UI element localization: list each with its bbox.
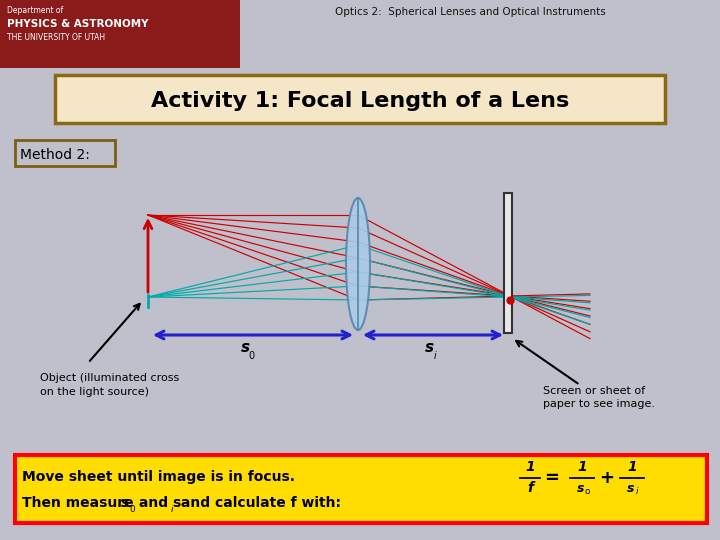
Text: s: s xyxy=(240,340,250,355)
Bar xyxy=(0,0,240,68)
Text: on the light source): on the light source) xyxy=(40,387,149,397)
Bar xyxy=(504,193,512,333)
Text: Move sheet until image is in focus.: Move sheet until image is in focus. xyxy=(22,470,295,484)
Text: i: i xyxy=(171,504,174,514)
Text: Department of: Department of xyxy=(7,6,63,15)
Text: Activity 1: Focal Length of a Lens: Activity 1: Focal Length of a Lens xyxy=(151,91,569,111)
Text: s: s xyxy=(424,340,433,355)
Text: s: s xyxy=(627,482,635,495)
Text: f: f xyxy=(527,481,533,495)
Text: +: + xyxy=(600,469,614,487)
Text: 0: 0 xyxy=(129,504,135,514)
Text: Optics 2:  Spherical Lenses and Optical Instruments: Optics 2: Spherical Lenses and Optical I… xyxy=(335,7,606,17)
Text: THE UNIVERSITY OF UTAH: THE UNIVERSITY OF UTAH xyxy=(7,33,105,42)
Text: =: = xyxy=(544,469,559,487)
Text: Method 2:: Method 2: xyxy=(20,148,90,162)
Text: s: s xyxy=(577,482,585,495)
Text: 1: 1 xyxy=(577,460,587,474)
FancyBboxPatch shape xyxy=(15,455,707,523)
Text: o: o xyxy=(584,488,590,496)
Text: Object (illuminated cross: Object (illuminated cross xyxy=(40,373,179,383)
Text: 1: 1 xyxy=(525,460,535,474)
Text: 0: 0 xyxy=(248,351,254,361)
Text: 1: 1 xyxy=(627,460,636,474)
Text: paper to see image.: paper to see image. xyxy=(543,399,655,409)
Text: and calculate f with:: and calculate f with: xyxy=(176,496,341,510)
Text: Then measure: Then measure xyxy=(22,496,134,510)
Text: i: i xyxy=(433,351,436,361)
Text: Screen or sheet of: Screen or sheet of xyxy=(543,386,645,396)
Text: s: s xyxy=(121,496,130,510)
Text: i: i xyxy=(636,488,638,496)
Text: and s: and s xyxy=(134,496,181,510)
Ellipse shape xyxy=(346,198,370,330)
FancyBboxPatch shape xyxy=(15,140,115,166)
FancyBboxPatch shape xyxy=(55,75,665,123)
Text: PHYSICS & ASTRONOMY: PHYSICS & ASTRONOMY xyxy=(7,19,148,29)
